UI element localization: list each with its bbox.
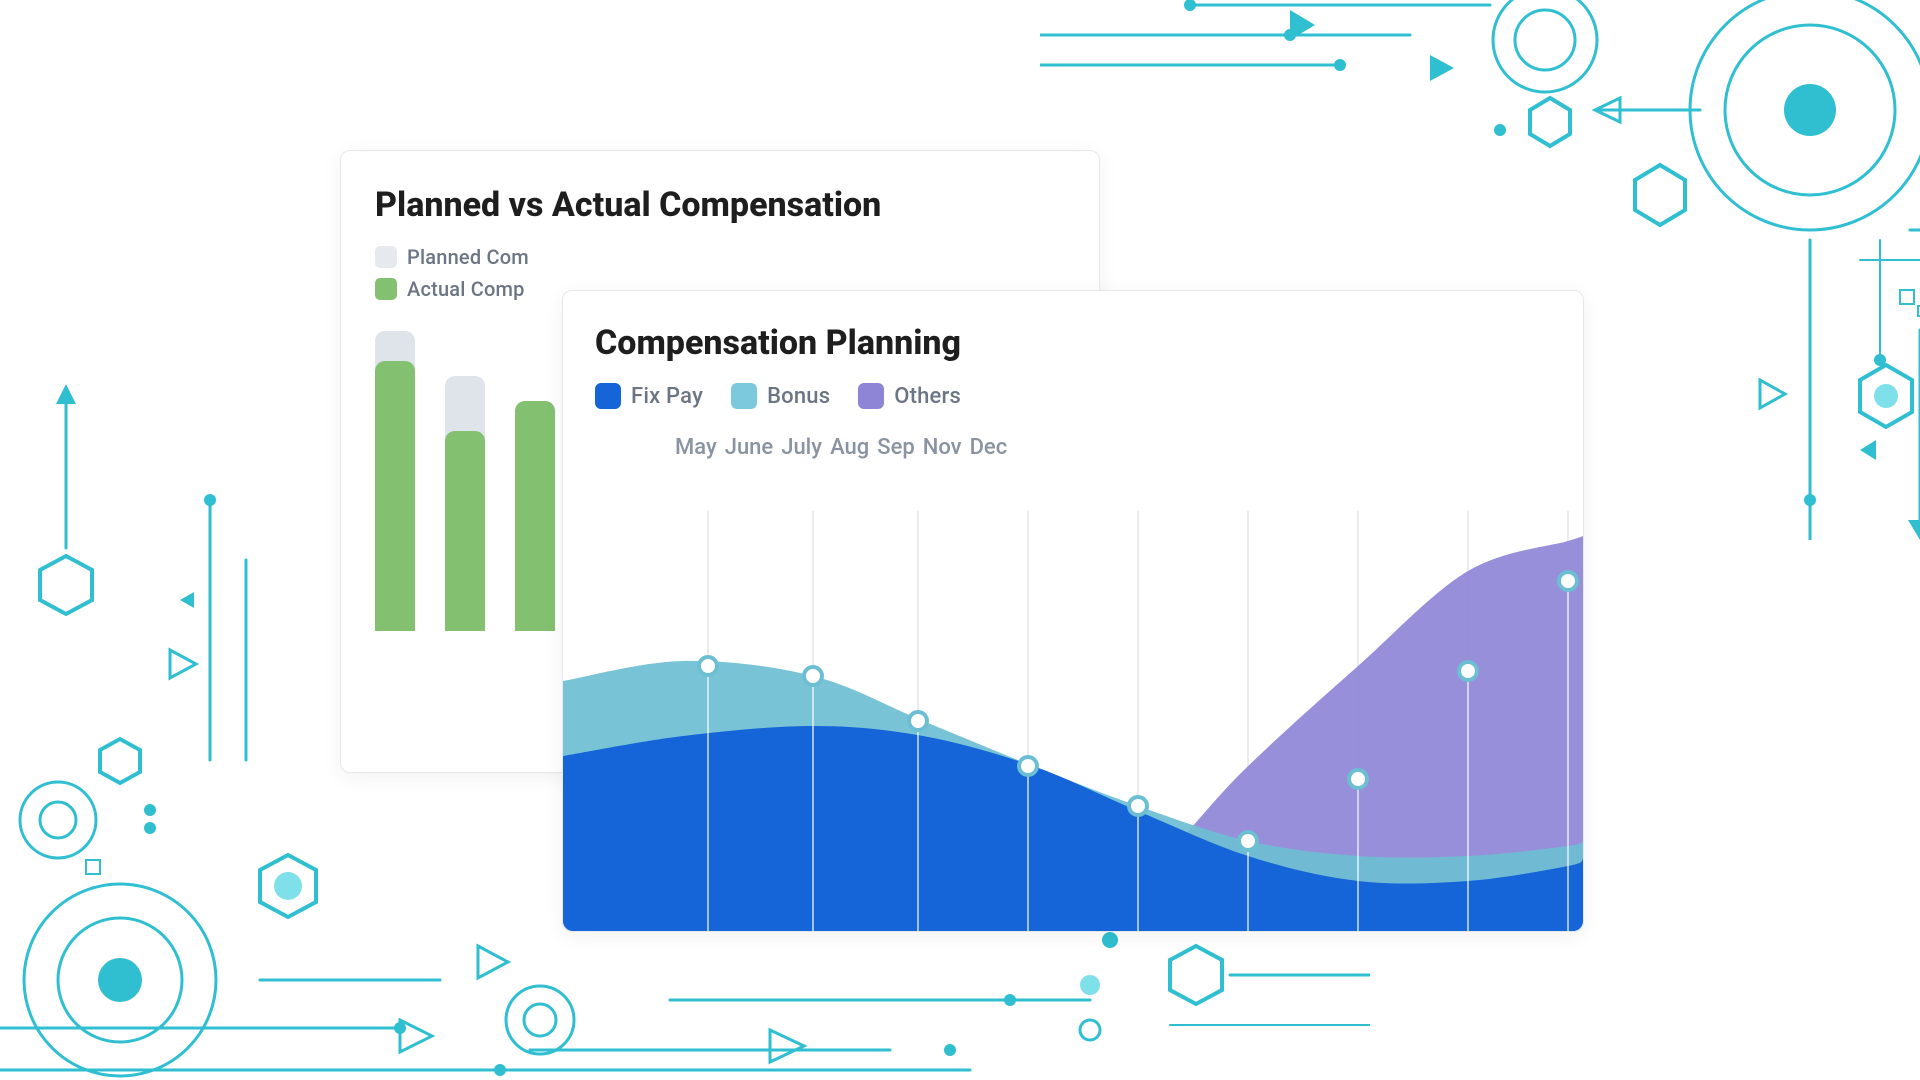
chart-marker-7	[1459, 662, 1477, 680]
card-compensation-planning: Compensation Planning Fix Pay Bonus Othe…	[562, 290, 1584, 932]
legend-item-actual[interactable]: Actual Comp	[375, 277, 525, 301]
swatch-actual	[375, 278, 397, 300]
legend-item-others[interactable]: Others	[858, 383, 961, 409]
bar-actual-1	[445, 431, 485, 631]
month-label-nov: Nov	[923, 435, 962, 460]
legend-label-actual: Actual Comp	[407, 277, 525, 301]
bar-actual-2	[515, 401, 555, 631]
chart-marker-4	[1129, 797, 1147, 815]
swatch-planned	[375, 246, 397, 268]
chart-marker-0	[699, 657, 717, 675]
bar-actual-0	[375, 361, 415, 631]
month-label-sep: Sep	[877, 435, 914, 460]
legend-item-planned[interactable]: Planned Com	[375, 245, 529, 269]
compensation-planning-legend: Fix Pay Bonus Others	[595, 383, 1551, 409]
chart-marker-1	[804, 667, 822, 685]
month-label-may: May	[675, 435, 717, 460]
area-chart	[563, 511, 1583, 931]
swatch-others	[858, 383, 884, 409]
legend-label-bonus: Bonus	[767, 384, 830, 409]
chart-marker-3	[1019, 757, 1037, 775]
legend-label-fixpay: Fix Pay	[631, 384, 703, 409]
chart-marker-2	[909, 712, 927, 730]
chart-marker-6	[1349, 770, 1367, 788]
chart-marker-5	[1239, 832, 1257, 850]
month-axis-labels: May June July Aug Sep Nov Dec	[675, 435, 1551, 460]
planned-vs-actual-title: Planned vs Actual Compensation	[375, 185, 1065, 225]
swatch-fixpay	[595, 383, 621, 409]
month-label-dec: Dec	[970, 435, 1008, 460]
swatch-bonus	[731, 383, 757, 409]
month-label-july: July	[781, 435, 822, 460]
legend-item-bonus[interactable]: Bonus	[731, 383, 830, 409]
compensation-planning-title: Compensation Planning	[595, 323, 1551, 363]
legend-label-planned: Planned Com	[407, 245, 529, 269]
legend-item-fixpay[interactable]: Fix Pay	[595, 383, 703, 409]
month-label-june: June	[725, 435, 774, 460]
legend-label-others: Others	[894, 384, 961, 409]
chart-marker-8	[1559, 572, 1577, 590]
month-label-aug: Aug	[830, 435, 869, 460]
